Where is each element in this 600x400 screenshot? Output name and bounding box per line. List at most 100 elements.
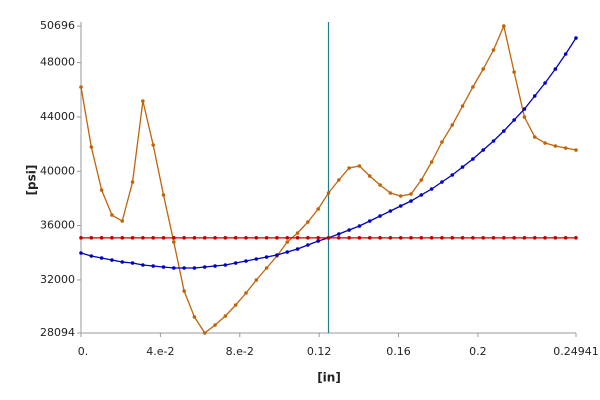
point (244, 236, 248, 240)
point (233, 236, 238, 240)
point (398, 204, 403, 208)
point (440, 236, 444, 240)
point (213, 236, 217, 240)
point (79, 236, 83, 240)
point (367, 219, 372, 223)
point (543, 81, 547, 85)
point (264, 266, 269, 270)
point (130, 261, 135, 265)
point (233, 261, 238, 265)
point (491, 48, 496, 52)
point (99, 188, 104, 192)
point (110, 213, 114, 217)
point (275, 236, 279, 240)
point (398, 194, 403, 198)
point (306, 220, 310, 224)
point (202, 331, 207, 335)
point (316, 239, 320, 243)
point (295, 236, 300, 240)
point (429, 187, 434, 191)
point (89, 145, 94, 149)
point (409, 199, 413, 203)
point (491, 236, 496, 240)
point (553, 144, 558, 148)
point (532, 135, 537, 139)
point (244, 291, 248, 295)
point (563, 236, 568, 240)
point (512, 70, 516, 74)
point (419, 193, 424, 197)
point (347, 166, 351, 170)
point (316, 207, 320, 211)
point (388, 191, 393, 195)
y-tick-label: 50696 (40, 19, 75, 32)
point (429, 236, 434, 240)
point (213, 264, 217, 268)
point (89, 236, 94, 240)
point (285, 236, 290, 240)
x-tick-label: 4.e-2 (146, 345, 174, 358)
point (254, 257, 259, 261)
point (110, 258, 114, 262)
point (110, 236, 114, 240)
point (460, 104, 465, 108)
point (409, 192, 413, 196)
point (337, 232, 341, 236)
point (378, 236, 382, 240)
point (357, 164, 362, 168)
point (223, 263, 228, 267)
point (553, 67, 558, 71)
point (202, 236, 207, 240)
point (182, 289, 186, 293)
point (151, 264, 155, 268)
point (502, 24, 506, 28)
point (182, 266, 186, 270)
x-tick-label: 8.e-2 (226, 345, 254, 358)
y-tick-label: 48000 (40, 56, 75, 69)
point (79, 85, 83, 89)
point (151, 236, 155, 240)
point (306, 236, 310, 240)
point (471, 236, 475, 240)
point (192, 266, 197, 270)
point (285, 250, 290, 254)
point (192, 315, 197, 319)
point (543, 236, 547, 240)
point (471, 85, 475, 89)
point (347, 236, 351, 240)
point (192, 236, 197, 240)
point (295, 231, 300, 235)
x-tick-label: 0.24941 (553, 345, 599, 358)
point (367, 236, 372, 240)
point (130, 180, 135, 184)
point (522, 236, 527, 240)
x-tick-label: 0.2 (469, 345, 487, 358)
point (574, 236, 578, 240)
x-axis-title: [in] (317, 371, 341, 385)
y-tick-label: 32000 (40, 273, 75, 286)
point (460, 236, 465, 240)
point (337, 178, 341, 182)
point (357, 224, 362, 228)
point (306, 243, 310, 247)
y-axis-title: [psi] (25, 165, 39, 196)
point (172, 236, 176, 240)
point (326, 191, 331, 195)
x-tick-label: 0.16 (386, 345, 411, 358)
point (543, 141, 547, 145)
point (553, 236, 558, 240)
point (378, 214, 382, 218)
point (172, 240, 176, 244)
point (440, 140, 444, 144)
point (213, 323, 217, 327)
x-tick-label: 0. (78, 345, 89, 358)
point (522, 115, 527, 119)
point (367, 174, 372, 178)
point (130, 236, 135, 240)
point (409, 236, 413, 240)
point (450, 123, 455, 127)
point (233, 303, 238, 307)
point (202, 265, 207, 269)
point (295, 247, 300, 251)
